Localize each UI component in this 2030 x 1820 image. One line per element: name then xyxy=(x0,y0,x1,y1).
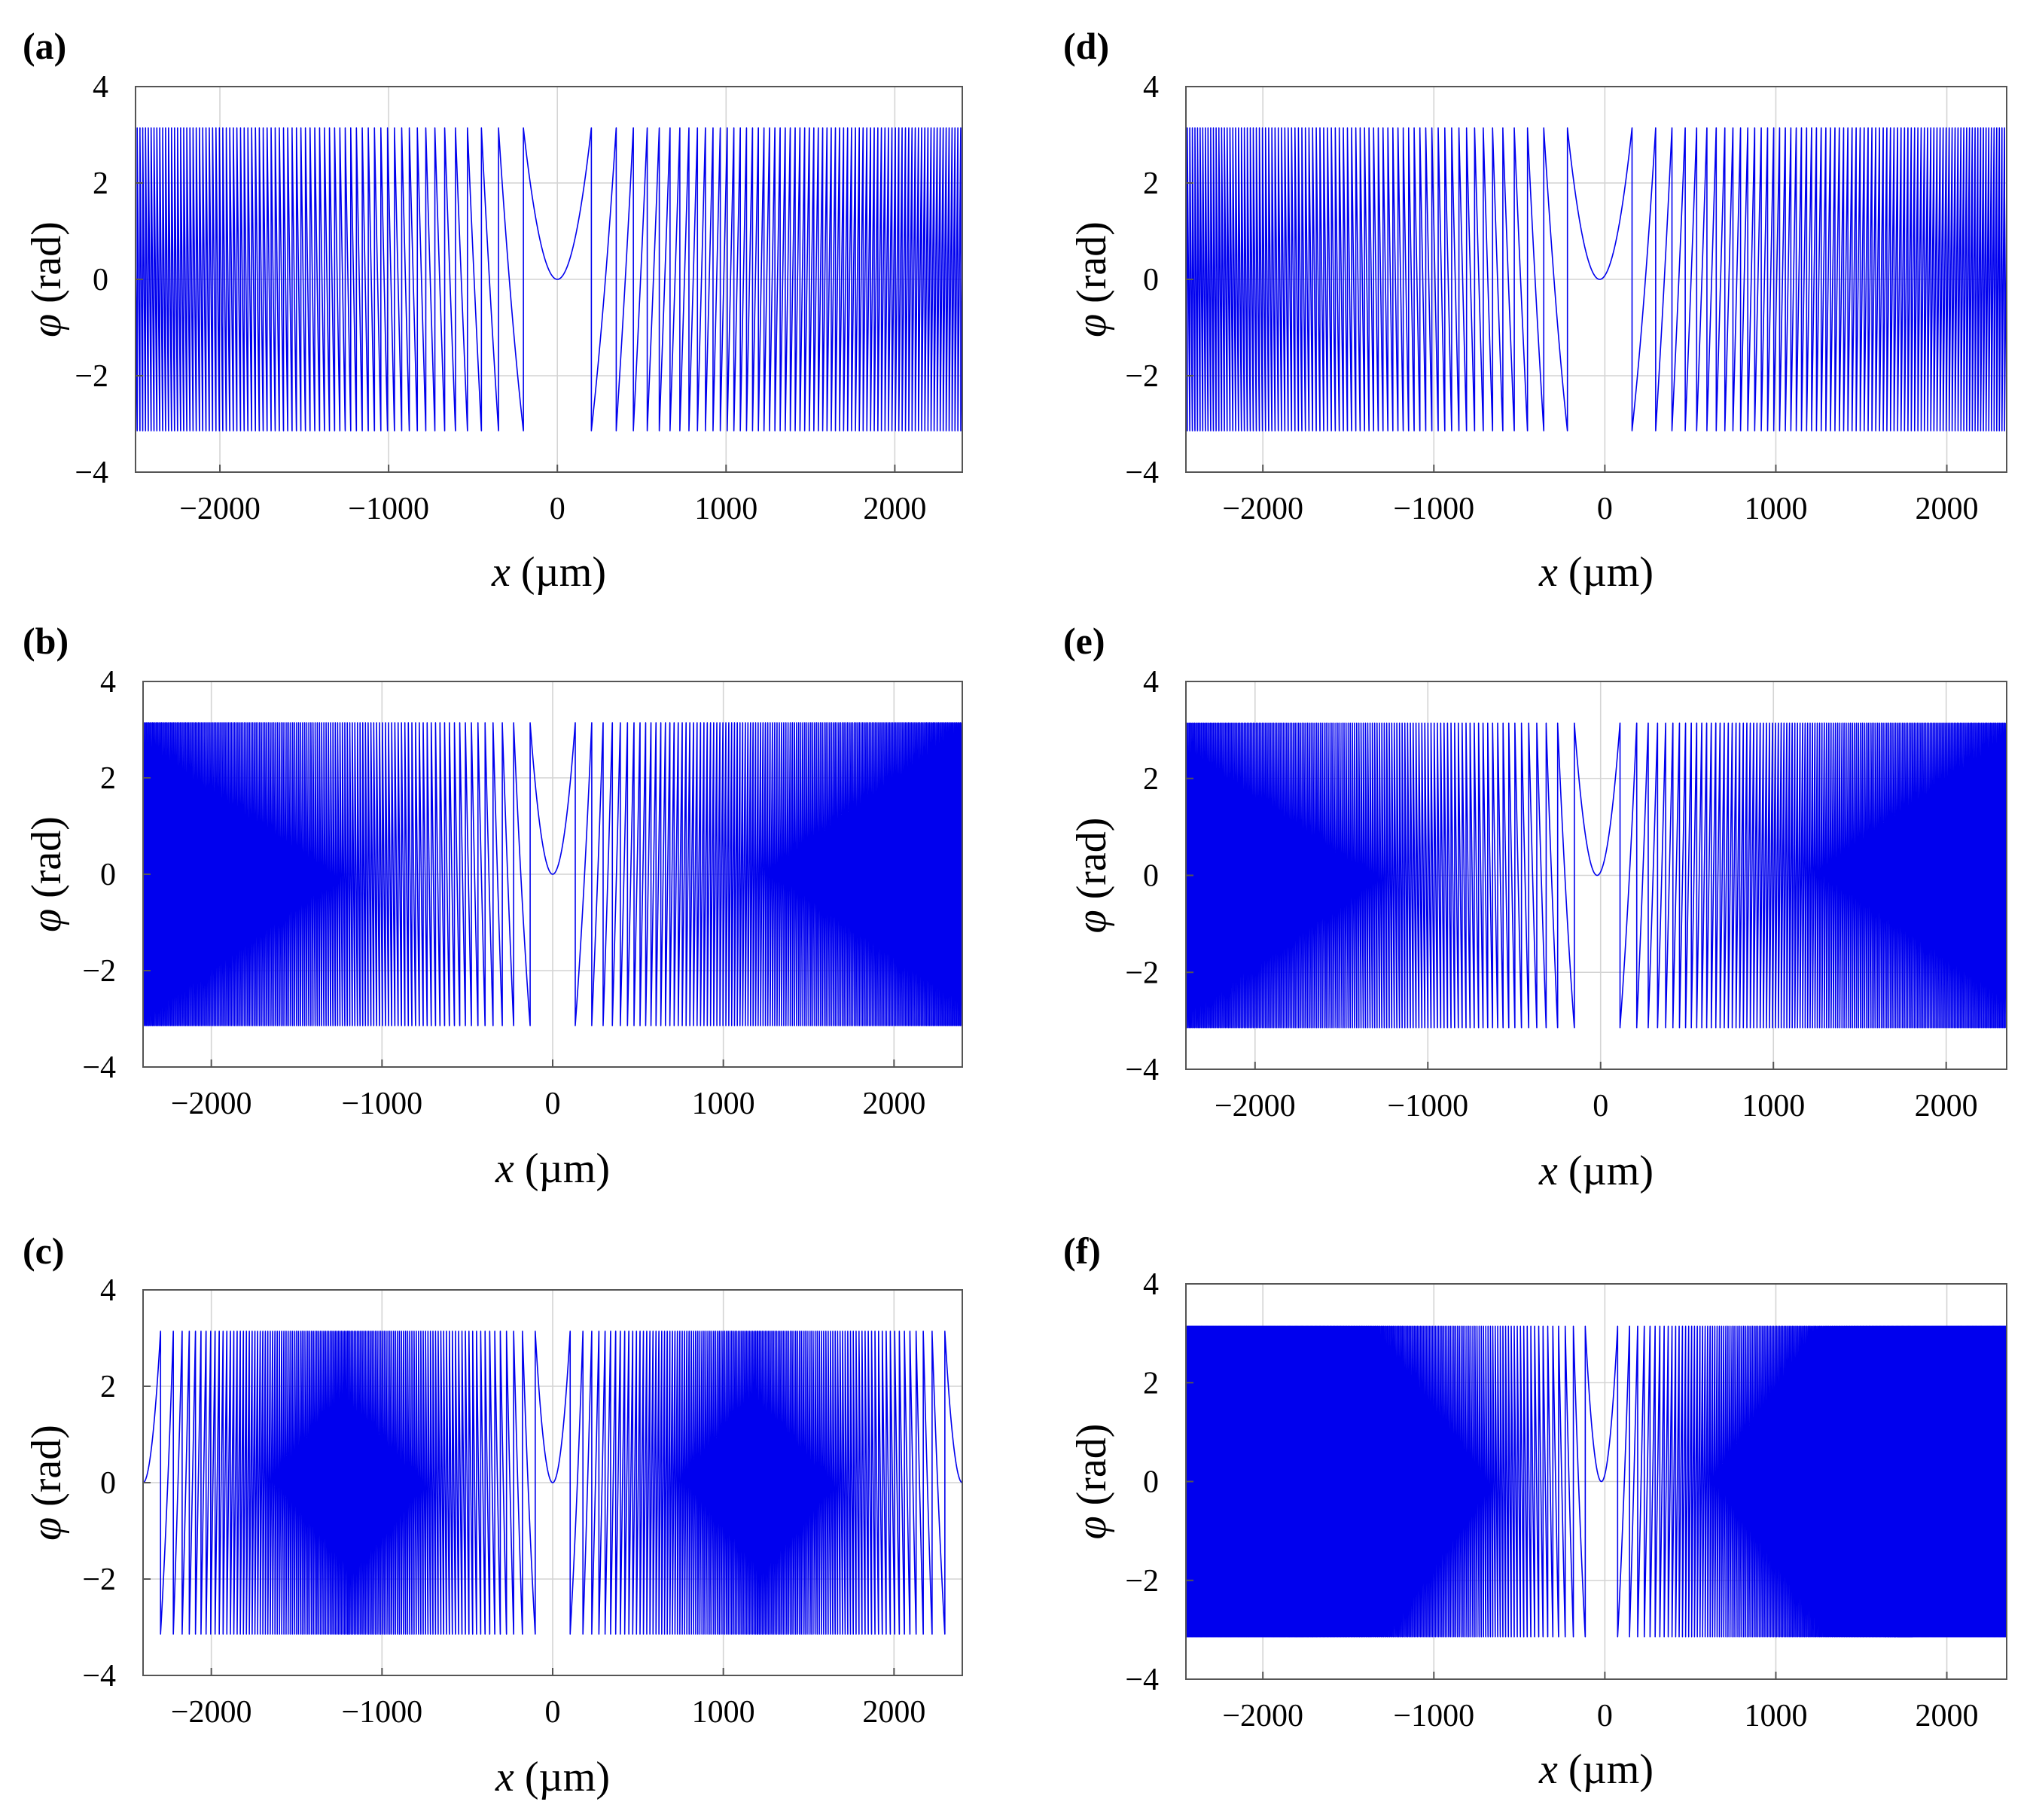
series-line xyxy=(1186,722,2007,1029)
chart-panel: (d) −2000 −1000 0 1000 2000 −4 −2 0 2 4 x (µm) φ (ra… xyxy=(1063,25,2007,596)
x-axis-title: x (µm) xyxy=(1538,1746,1654,1793)
y-tick-label: 2 xyxy=(93,166,108,201)
series-line xyxy=(143,1331,962,1635)
x-tick-label: −2000 xyxy=(171,1695,252,1730)
x-tick-label: −2000 xyxy=(171,1087,252,1121)
x-tick-label: 2000 xyxy=(863,492,926,526)
y-tick-label: 0 xyxy=(100,858,116,892)
x-tick-label: −1000 xyxy=(348,492,429,526)
x-tick-label: −2000 xyxy=(1222,492,1303,526)
y-tick-label: −2 xyxy=(1125,956,1159,990)
x-tick-label: 1000 xyxy=(694,492,757,526)
y-tick-label: −4 xyxy=(1125,1663,1159,1697)
series-line xyxy=(1186,127,2007,431)
x-tick-label: 1000 xyxy=(1742,1089,1805,1123)
x-tick-label: −2000 xyxy=(1222,1699,1303,1733)
y-tick-label: −2 xyxy=(75,359,108,394)
y-tick-label: 0 xyxy=(1143,263,1159,297)
y-tick-label: −4 xyxy=(82,1050,116,1085)
y-tick-label: 4 xyxy=(100,665,116,700)
y-tick-label: 0 xyxy=(100,1466,116,1501)
chart-panel: (e) −2000 −1000 0 1000 2000 −4 −2 0 2 4 x (µm) φ (ra… xyxy=(1063,620,2007,1194)
series-line xyxy=(1186,1325,2007,1638)
y-tick-label: −4 xyxy=(1125,1053,1159,1087)
x-tick-label: 2000 xyxy=(862,1087,925,1121)
x-tick-label: −1000 xyxy=(341,1087,422,1121)
y-tick-label: −2 xyxy=(82,954,116,989)
x-tick-label: 0 xyxy=(545,1087,561,1121)
panel-label: (e) xyxy=(1063,620,1105,662)
x-tick-label: 0 xyxy=(1597,1699,1613,1733)
x-tick-label: 0 xyxy=(550,492,565,526)
y-tick-label: 0 xyxy=(93,263,108,297)
x-tick-label: 0 xyxy=(1593,1089,1608,1123)
y-tick-label: −4 xyxy=(1125,456,1159,490)
panel-label: (d) xyxy=(1063,25,1109,67)
x-tick-label: −2000 xyxy=(1215,1089,1296,1123)
x-axis-title: x (µm) xyxy=(495,1754,610,1800)
y-tick-label: 0 xyxy=(1143,859,1159,894)
x-tick-label: −1000 xyxy=(1387,1089,1468,1123)
y-tick-label: 2 xyxy=(1143,166,1159,201)
chart-panel: (b) −2000 −1000 0 1000 2000 −4 −2 0 2 4 x (µm) φ (ra… xyxy=(23,620,963,1192)
chart-panel: (c) −2000 −1000 0 1000 2000 −4 −2 0 2 4 x (µm) φ (ra… xyxy=(23,1230,963,1800)
x-tick-label: 0 xyxy=(1597,492,1613,526)
x-tick-label: 1000 xyxy=(1744,492,1807,526)
x-tick-label: −1000 xyxy=(1393,1699,1474,1733)
x-tick-label: −2000 xyxy=(179,492,261,526)
chart-panel: (a) −2000 −1000 0 1000 2000 −4 −2 0 2 4 x (µm) φ (ra… xyxy=(23,25,963,596)
chart-panel: (f) −2000 −1000 0 1000 2000 −4 −2 0 2 4 x (µm) φ (ra… xyxy=(1063,1230,2007,1793)
y-tick-label: −4 xyxy=(82,1659,116,1693)
x-tick-label: 2000 xyxy=(1916,492,1979,526)
y-axis-title: φ (rad) xyxy=(1068,818,1115,934)
y-axis-title: φ (rad) xyxy=(23,221,70,337)
y-axis-title: φ (rad) xyxy=(23,1425,70,1541)
x-axis-title: x (µm) xyxy=(1538,1148,1654,1194)
y-tick-label: 4 xyxy=(1143,665,1159,700)
y-axis-title: φ (rad) xyxy=(1068,1424,1115,1540)
panel-label: (b) xyxy=(23,620,69,662)
y-tick-label: 4 xyxy=(1143,1267,1159,1302)
y-tick-label: 2 xyxy=(100,1370,116,1404)
series-line xyxy=(143,722,962,1026)
y-tick-label: 0 xyxy=(1143,1465,1159,1500)
x-tick-label: 1000 xyxy=(692,1087,755,1121)
y-tick-label: 2 xyxy=(1143,1366,1159,1401)
y-tick-label: −2 xyxy=(1125,1564,1159,1599)
x-tick-label: 0 xyxy=(545,1695,561,1730)
y-tick-label: 4 xyxy=(93,70,108,105)
x-tick-label: −1000 xyxy=(341,1695,422,1730)
x-tick-label: 2000 xyxy=(1916,1699,1979,1733)
y-tick-label: −2 xyxy=(1125,359,1159,394)
y-tick-label: 2 xyxy=(1143,762,1159,797)
x-tick-label: 1000 xyxy=(692,1695,755,1730)
panel-label: (c) xyxy=(23,1230,65,1272)
x-tick-label: 2000 xyxy=(1915,1089,1978,1123)
series-line xyxy=(136,127,962,431)
x-tick-label: −1000 xyxy=(1393,492,1474,526)
y-tick-label: 4 xyxy=(1143,70,1159,105)
panel-label: (f) xyxy=(1063,1230,1101,1272)
x-tick-label: 2000 xyxy=(862,1695,925,1730)
y-axis-title: φ (rad) xyxy=(1068,221,1115,337)
x-axis-title: x (µm) xyxy=(495,1145,610,1192)
y-tick-label: 2 xyxy=(100,761,116,796)
x-axis-title: x (µm) xyxy=(491,549,606,596)
y-tick-label: −4 xyxy=(75,456,108,490)
x-axis-title: x (µm) xyxy=(1538,549,1654,596)
y-tick-label: −2 xyxy=(82,1562,116,1597)
x-tick-label: 1000 xyxy=(1744,1699,1807,1733)
y-tick-label: 4 xyxy=(100,1273,116,1308)
panel-label: (a) xyxy=(23,25,66,67)
y-axis-title: φ (rad) xyxy=(23,816,70,932)
